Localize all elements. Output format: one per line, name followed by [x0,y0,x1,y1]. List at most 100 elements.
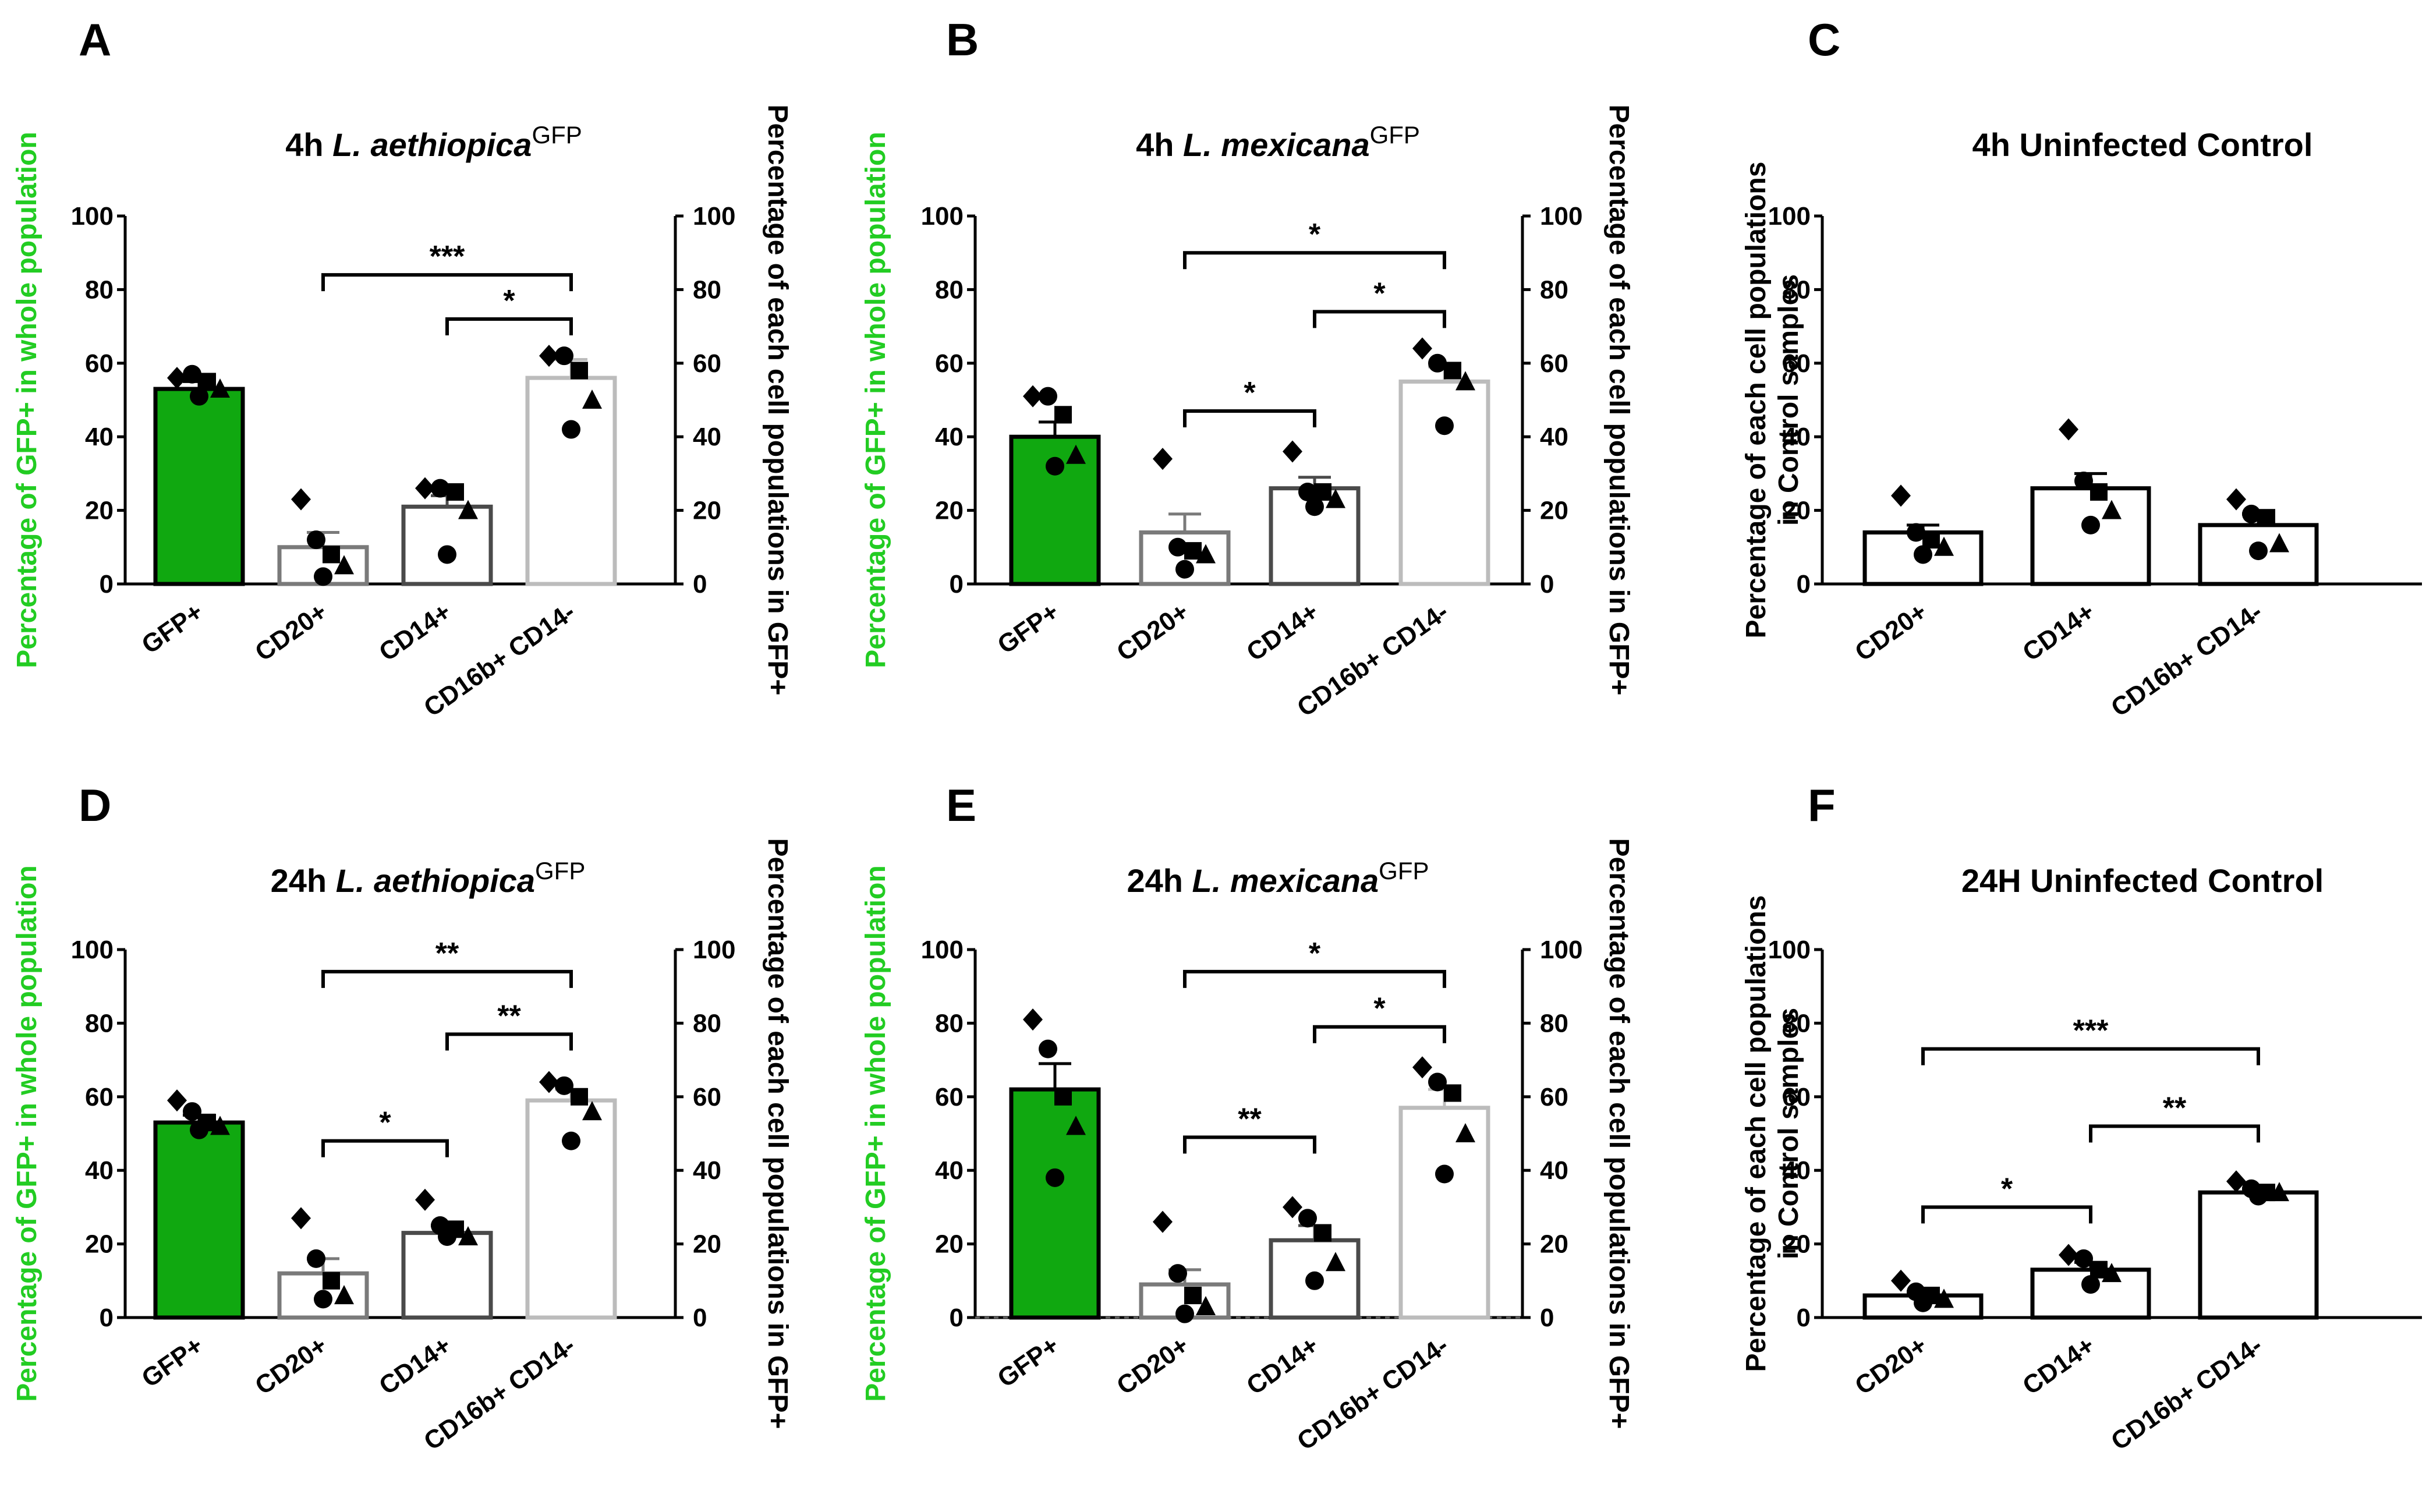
y-tick-label-right: 60 [1540,349,1568,378]
bar-cd16b-cd14- [1398,1106,1490,1320]
y-tick-label-left: 40 [935,1156,964,1185]
y-tick-label-left: 0 [950,570,964,599]
data-point [1168,537,1187,557]
y-tick-label-left: 20 [935,497,964,525]
data-point [539,1071,559,1093]
y-tick-label-left: 80 [935,1009,964,1037]
data-point [334,555,354,575]
y-axis-label-line2: in Control samples [1773,274,1804,526]
data-point [323,1272,340,1290]
y-tick-label-left: 20 [935,1230,964,1259]
data-point [314,1290,332,1309]
y-tick-label-left: 60 [85,1083,114,1111]
data-point [2102,500,2122,519]
x-tick-label: CD20+ [250,597,332,667]
y-tick-label-left: 80 [935,275,964,304]
y-tick-label-right: 100 [693,202,735,231]
significance-bracket [445,317,573,335]
y-tick-label-right: 40 [1540,1156,1568,1185]
panel-letter: F [1808,780,1836,831]
data-point [562,1131,580,1150]
data-point [1298,1209,1317,1228]
significance-bracket [1183,251,1446,270]
significance-bracket [1183,969,1446,988]
y-tick-label-right: 20 [1540,1230,1568,1259]
title-main: 24H Uninfected Control [1961,862,2324,899]
significance-bracket [1183,1135,1316,1154]
panel-a: A 4h L. aethiopicaGFP 0 20 40 60 80 100 0 20 40 60 8… [12,14,793,723]
y-tick-label-right: 40 [693,423,721,451]
x-tick-label: CD20+ [1111,1331,1194,1400]
y-tick-label-left: 80 [85,275,114,304]
y-tick-label-left: 100 [71,936,114,964]
x-tick-label: CD14+ [2017,597,2099,667]
y-tick-label-right: 0 [693,570,707,599]
y-tick-label-right: 80 [693,1009,721,1037]
y-tick-label-right: 0 [693,1304,707,1332]
title-main: 24h [1127,862,1192,899]
data-point [183,1102,201,1121]
significance-bracket [1313,310,1446,328]
data-point [1175,560,1194,579]
data-point [1175,1304,1194,1323]
significance-label: * [2001,1172,2013,1206]
bar-cd16b-cd14- [2198,1190,2319,1320]
data-point [555,346,573,366]
data-point [447,483,464,501]
x-tick-label: CD14+ [2017,1331,2099,1400]
data-point [2102,1263,2122,1283]
panel-letter: D [79,780,111,831]
y-axis-label-left: Percentage of GFP+ in whole population [860,865,891,1401]
bar-cd14- [401,1231,493,1320]
y-tick-label-left: 0 [100,1304,114,1332]
y-axis-label-line1: Percentage of each cell populations [1741,895,1772,1372]
y-axis-label-right: Percentage of each cell populations in G… [1603,838,1634,1429]
data-point [1914,545,1932,564]
x-tick-label: CD16b+ CD14- [2106,1331,2267,1456]
y-axis-label-right: Percentage of each cell populations in G… [1603,105,1634,696]
data-point [1435,416,1454,435]
y-tick-label-left: 40 [935,423,964,451]
data-point [1934,536,1954,556]
data-point [2269,1182,2289,1202]
data-point [1066,1116,1086,1135]
significance-label: *** [2073,1014,2109,1048]
y-axis-label-line1: Percentage of each cell populations [1741,162,1772,639]
significance-label: * [1373,992,1386,1026]
x-tick-label: GFP+ [136,597,208,660]
panel-letter: A [79,14,111,65]
y-tick-label-left: 100 [1768,936,1811,964]
x-tick-label: GFP+ [992,597,1064,660]
title-species: L. aethiopica [332,126,532,163]
chart-title: 4h Uninfected Control [1972,126,2313,163]
data-point [1455,1123,1475,1142]
title-main: 24h [271,862,336,899]
data-point [582,1101,602,1121]
data-point [1412,337,1432,360]
data-point [1326,488,1345,508]
chart-title: 4h L. mexicanaGFP [1136,121,1420,163]
y-tick-label-right: 40 [693,1156,721,1185]
data-point [183,364,201,384]
data-point [1891,1269,1911,1292]
data-point [1184,1287,1202,1305]
significance-label: ** [1238,1102,1262,1136]
x-tick-label: CD20+ [1850,1331,1932,1400]
significance-label: ** [435,937,459,971]
title-main: 4h [1136,126,1183,163]
data-point [1326,1252,1345,1272]
y-tick-label-left: 40 [1782,423,1811,451]
x-tick-label: CD14+ [374,1331,456,1400]
y-tick-label-right: 20 [693,1230,721,1259]
significance-label: *** [430,240,465,274]
y-tick-label-left: 100 [1768,202,1811,231]
data-point [1039,1039,1057,1058]
y-tick-label-left: 20 [85,497,114,525]
data-point [1023,385,1043,408]
y-tick-label-left: 20 [1782,497,1811,525]
y-axis-label-right: Percentage of each cell populations in G… [762,105,793,696]
panel-letter: C [1808,14,1840,65]
y-tick-label-left: 60 [85,349,114,378]
y-tick-label-left: 40 [85,1156,114,1185]
data-point [1184,542,1202,560]
